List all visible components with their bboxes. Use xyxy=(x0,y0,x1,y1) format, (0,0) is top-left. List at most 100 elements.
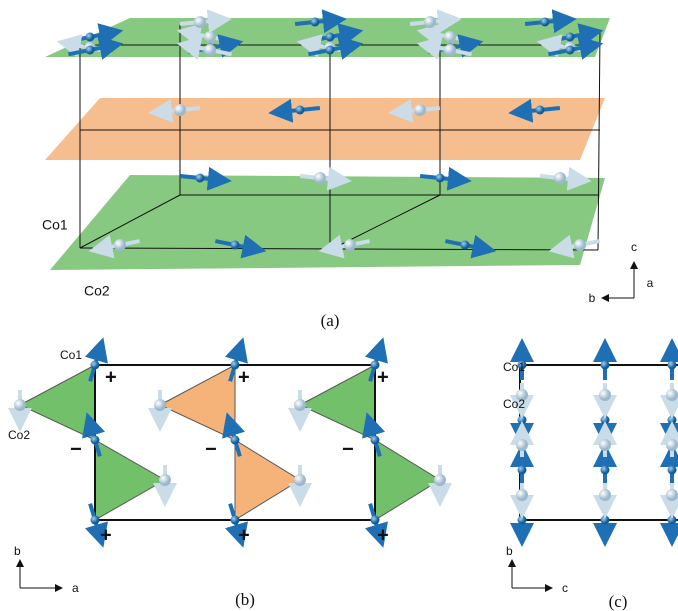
atom xyxy=(314,172,326,184)
axis-label: c xyxy=(562,581,568,595)
atom xyxy=(517,360,527,370)
atom xyxy=(325,32,335,42)
atom xyxy=(600,515,610,525)
atom xyxy=(14,399,26,411)
sign: + xyxy=(377,366,389,388)
atom xyxy=(194,16,206,28)
sign: − xyxy=(342,438,354,460)
atom xyxy=(517,415,527,425)
atom xyxy=(370,360,380,370)
panel-label: (c) xyxy=(609,592,628,611)
atom xyxy=(154,399,166,411)
atom xyxy=(114,239,126,251)
atom xyxy=(195,173,205,183)
atom xyxy=(574,239,586,251)
panel-label: (a) xyxy=(321,311,340,330)
atom xyxy=(159,474,171,486)
axis-label: b xyxy=(506,544,513,558)
sign: + xyxy=(377,524,389,546)
atom xyxy=(434,474,446,486)
sign: + xyxy=(105,366,117,388)
panel-b: Co1 Co2 + + + − − − + + + b a (b) xyxy=(8,337,452,609)
atom xyxy=(565,45,575,55)
atom xyxy=(85,32,95,42)
atom xyxy=(600,465,610,475)
atom xyxy=(90,360,100,370)
atom xyxy=(667,465,677,475)
atom xyxy=(294,399,306,411)
atom xyxy=(554,172,566,184)
atom xyxy=(325,45,335,55)
atom xyxy=(85,45,95,55)
spins xyxy=(510,338,678,547)
atom xyxy=(424,16,436,28)
atom xyxy=(174,104,186,116)
atom xyxy=(310,17,320,27)
axis-label: b xyxy=(14,544,21,558)
atom xyxy=(516,389,528,401)
panel-a: Co1 Co2 c b a (a) xyxy=(42,9,654,330)
cell xyxy=(519,364,678,521)
atom xyxy=(294,474,306,486)
atom xyxy=(230,360,240,370)
atom xyxy=(667,415,677,425)
atom xyxy=(666,439,678,451)
atom xyxy=(599,389,611,401)
atom-label: Co2 xyxy=(8,428,30,442)
atom xyxy=(90,515,100,525)
atom-label: Co2 xyxy=(84,283,110,299)
atom xyxy=(344,239,356,251)
atom xyxy=(295,105,305,115)
plane xyxy=(45,98,605,160)
atom xyxy=(666,389,678,401)
atom xyxy=(230,240,240,250)
atom xyxy=(666,489,678,501)
atom xyxy=(667,360,677,370)
panel-c: Co1 Co2 b c (c) xyxy=(503,338,678,611)
plane xyxy=(50,175,605,270)
atom xyxy=(600,415,610,425)
sign: + xyxy=(100,524,112,546)
axis-label: a xyxy=(72,581,79,595)
sign: + xyxy=(238,366,250,388)
axis-label: a xyxy=(647,276,654,290)
sign: − xyxy=(70,438,82,460)
atom xyxy=(370,515,380,525)
spins xyxy=(56,9,604,259)
atom xyxy=(90,435,100,445)
atom xyxy=(370,435,380,445)
atom xyxy=(599,439,611,451)
atom xyxy=(204,44,216,56)
atom xyxy=(204,31,216,43)
triangle xyxy=(158,364,236,441)
atom-label: Co1 xyxy=(60,348,82,362)
atom xyxy=(667,515,677,525)
atom xyxy=(444,44,456,56)
atom xyxy=(435,173,445,183)
sign: + xyxy=(238,524,250,546)
atom xyxy=(414,104,426,116)
atom xyxy=(599,489,611,501)
atom xyxy=(516,489,528,501)
triangle xyxy=(234,439,301,521)
axis-label: b xyxy=(589,291,596,305)
atom-label: Co1 xyxy=(42,217,68,233)
spins xyxy=(8,337,452,548)
triangle xyxy=(374,439,441,521)
atom xyxy=(230,435,240,445)
atom xyxy=(516,439,528,451)
atom xyxy=(517,515,527,525)
atom xyxy=(600,360,610,370)
sign: − xyxy=(205,438,217,460)
atom xyxy=(517,465,527,475)
atom-label: Co1 xyxy=(503,360,525,374)
triangle xyxy=(298,364,376,441)
axis-label: c xyxy=(631,240,637,254)
atom-label: Co2 xyxy=(503,397,525,411)
atom xyxy=(535,105,545,115)
atom xyxy=(230,515,240,525)
atom xyxy=(460,240,470,250)
panel-label: (b) xyxy=(235,590,255,609)
atom xyxy=(444,31,456,43)
